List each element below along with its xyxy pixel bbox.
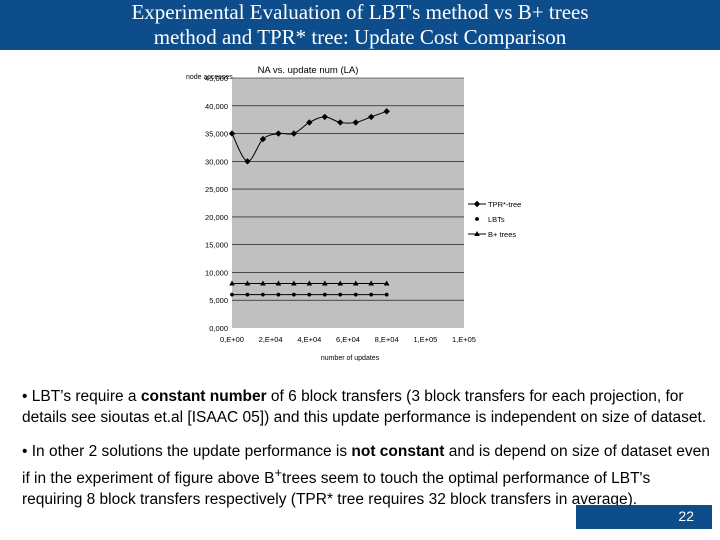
series-lbts: [230, 292, 389, 297]
data-point: [352, 280, 359, 286]
series-tpr-tree: [228, 108, 390, 165]
data-point: [259, 135, 267, 143]
data-point: [291, 292, 296, 297]
series-b-trees: [229, 280, 390, 286]
data-point: [353, 292, 358, 297]
page-number: 22: [678, 508, 694, 524]
data-point: [338, 292, 343, 297]
y-tick-label: 25,000: [205, 185, 228, 194]
y-tick-label: 10,000: [205, 268, 228, 277]
series-group: [228, 108, 390, 297]
x-tick-label: 4,E+04: [297, 335, 321, 344]
data-point: [352, 119, 359, 126]
data-point: [337, 280, 344, 286]
data-point: [306, 119, 313, 126]
x-tick-label: 1,E+05: [413, 335, 437, 344]
y-tick-label: 30,000: [205, 157, 228, 166]
x-axis-label: number of updates: [321, 355, 380, 362]
plot-area: [232, 78, 464, 328]
x-tick-label: 6,E+04: [336, 335, 360, 344]
data-point: [337, 119, 344, 126]
x-tick-label: 0,E+00: [220, 335, 244, 344]
page-number-badge: 22: [576, 505, 712, 529]
data-point: [306, 280, 313, 286]
data-point: [261, 292, 265, 297]
x-tick-label: 2,E+04: [259, 335, 283, 344]
slide-body: • LBT’s require a constant number of 6 b…: [22, 386, 712, 523]
data-point: [228, 130, 236, 137]
update-cost-chart: NA vs. update num (LA) node accesses num…: [186, 65, 521, 362]
x-tick-label: 8,E+04: [375, 335, 399, 344]
paragraph-not-constant: • In other 2 solutions the update perfor…: [22, 443, 710, 509]
data-point: [230, 292, 234, 297]
paragraph-constant: • LBT’s require a constant number of 6 b…: [22, 388, 707, 426]
data-point: [368, 113, 375, 121]
legend: TPR*-tree LBTs B+ trees: [468, 200, 521, 239]
data-point: [321, 113, 328, 121]
y-tick-label: 35,000: [205, 130, 228, 139]
data-point: [290, 130, 298, 137]
data-point: [244, 280, 251, 286]
y-tick-label: 45,000: [205, 74, 228, 83]
chart-title: NA vs. update num (LA): [258, 65, 359, 76]
data-point: [291, 280, 297, 286]
data-point: [275, 280, 282, 286]
data-point: [260, 280, 266, 286]
y-tick-label: 5,000: [209, 296, 228, 305]
data-point: [322, 292, 327, 297]
legend-label: TPR*-tree: [488, 200, 521, 209]
y-tick-label: 0,000: [209, 324, 228, 333]
data-point: [276, 292, 281, 297]
data-point: [384, 292, 389, 297]
data-point: [322, 280, 328, 286]
legend-label: LBTs: [488, 215, 505, 224]
data-point: [307, 292, 312, 297]
data-point: [369, 292, 374, 297]
slide-title: Experimental Evaluation of LBT's method …: [131, 0, 589, 49]
data-point: [475, 217, 479, 221]
grid-lines: [232, 77, 464, 301]
data-point: [244, 158, 251, 165]
y-axis-label: node accesses: [186, 74, 233, 81]
title-bar: Experimental Evaluation of LBT's method …: [0, 0, 720, 50]
data-point: [383, 108, 390, 115]
y-tick-label: 15,000: [205, 241, 228, 250]
data-point: [473, 200, 481, 208]
data-point: [368, 280, 374, 286]
x-tick-label: 1,E+05: [452, 335, 476, 344]
y-tick-label: 20,000: [205, 213, 228, 222]
data-point: [474, 231, 480, 236]
y-tick-label: 40,000: [205, 102, 228, 111]
data-point: [245, 292, 250, 297]
data-point: [275, 130, 282, 137]
legend-label: B+ trees: [488, 230, 516, 239]
data-point: [383, 280, 390, 286]
tick-labels: 0,000 5,000 10,000 15,000 20,000 25,000 30,000…: [205, 74, 476, 344]
data-point: [229, 280, 235, 286]
